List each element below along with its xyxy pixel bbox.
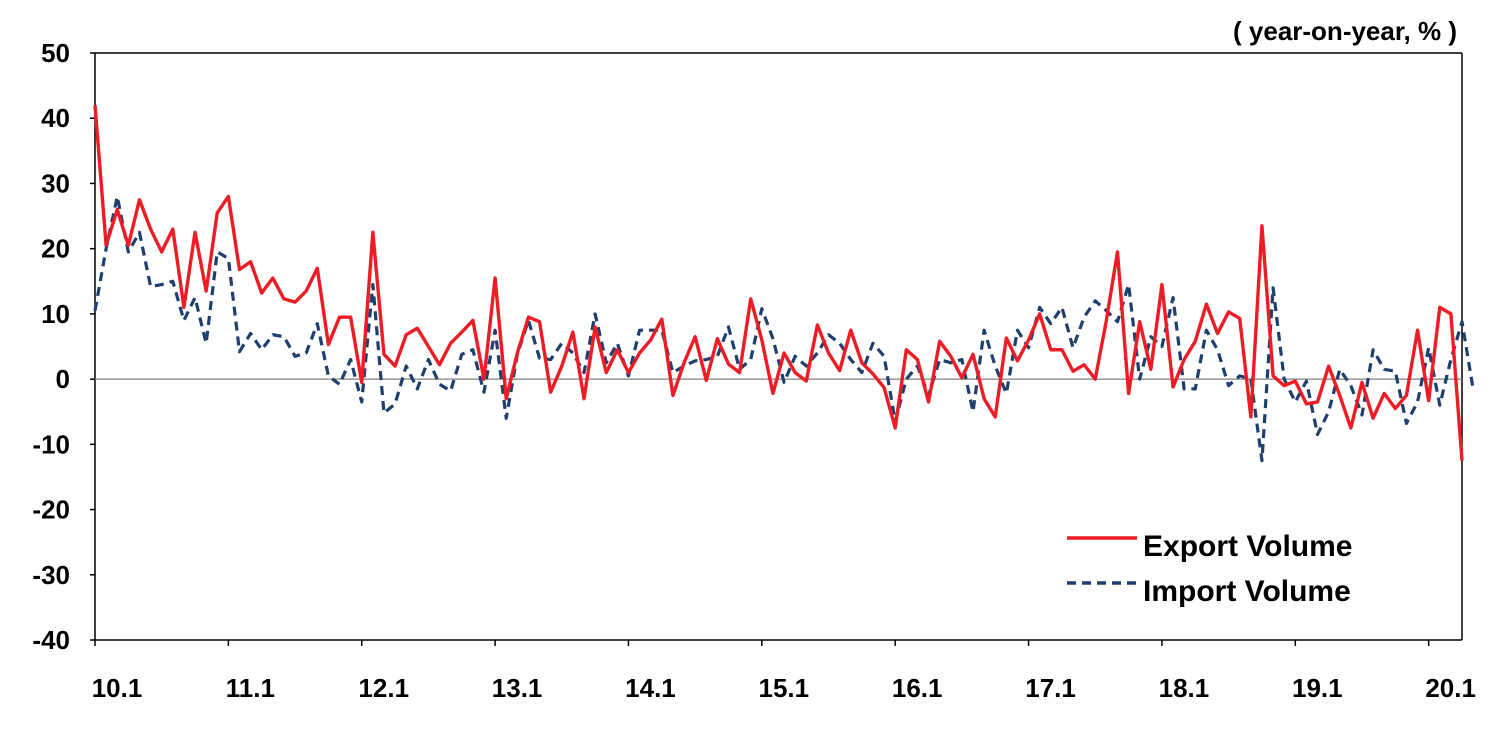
y-tick-label: 10: [41, 299, 70, 329]
x-tick-label: 12.1: [358, 673, 409, 703]
y-tick-label: -40: [32, 625, 70, 655]
series-group: [93, 105, 1475, 463]
legend-label-import-volume: Import Volume: [1143, 575, 1351, 608]
x-tick-label: 14.1: [625, 673, 676, 703]
series-line-export-volume: [93, 105, 1464, 461]
x-axis-labels: 10.1 11.1 12.1 13.1 14.1 15.1 16.1 17.1 18.1 19.1…: [92, 673, 1476, 703]
series-line-import-volume: [93, 194, 1475, 463]
y-tick-label: -10: [32, 429, 70, 459]
legend: Export Volume Import Volume: [1067, 530, 1352, 608]
x-tick-label: 11.1: [226, 673, 275, 703]
x-tick-label: 18.1: [1159, 673, 1210, 703]
x-tick-label: 19.1: [1292, 673, 1343, 703]
x-tick-label: 16.1: [892, 673, 943, 703]
x-tick-label: 20.1: [1425, 673, 1476, 703]
y-tick-label: 20: [41, 234, 70, 264]
x-tick-label: 10.1: [92, 673, 143, 703]
x-tick-label: 15.1: [759, 673, 810, 703]
x-tick-label: 13.1: [492, 673, 543, 703]
x-tick-label: 17.1: [1025, 673, 1076, 703]
y-tick-label: -30: [32, 560, 70, 590]
y-tick-label: 30: [41, 168, 70, 198]
y-tick-label: 50: [41, 38, 70, 68]
y-tick-label: -20: [32, 495, 70, 525]
unit-label: ( year-on-year, % ): [1233, 16, 1457, 46]
y-axis-labels: 50 40 30 20 10 0 -10 -20 -30 -40: [32, 38, 70, 655]
legend-label-export-volume: Export Volume: [1143, 530, 1352, 563]
y-tick-label: 0: [56, 364, 70, 394]
y-tick-label: 40: [41, 103, 70, 133]
